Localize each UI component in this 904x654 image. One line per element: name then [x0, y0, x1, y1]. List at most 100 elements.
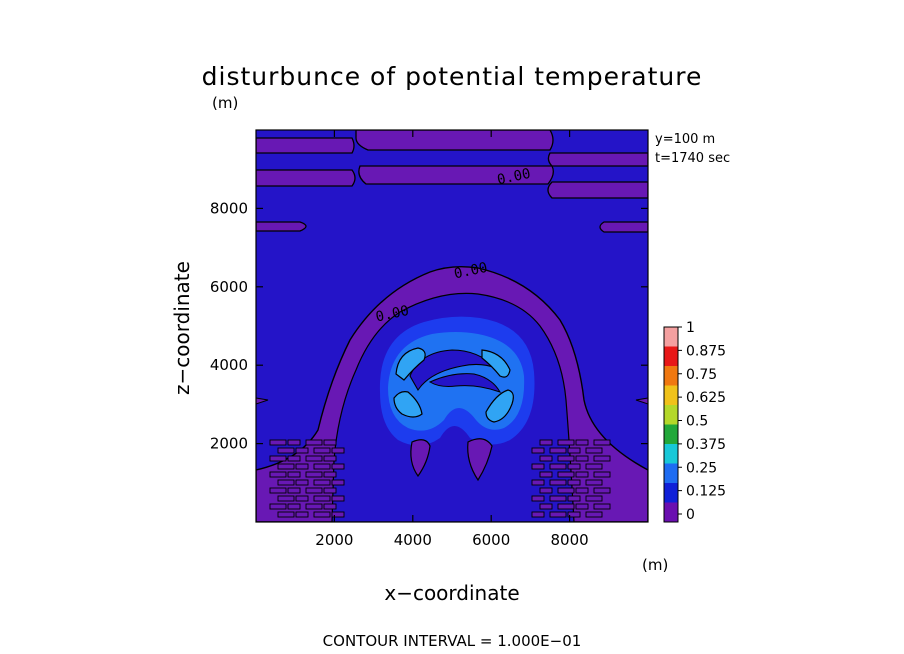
noise-cell-10 [531, 447, 545, 454]
zero-band-6 [547, 152, 648, 167]
noise-cell-52 [557, 487, 575, 494]
noise-cell-24 [593, 455, 611, 462]
zero-band-2 [256, 169, 356, 187]
noise-cell-69 [305, 503, 323, 510]
noise-cell-50 [539, 487, 553, 494]
x-unit-label: (m) [642, 556, 668, 574]
edge-notch-right [635, 397, 648, 405]
noise-cell-22 [575, 455, 589, 462]
colorbar-label-7: 0.75 [686, 367, 717, 383]
colorbar-segment-1 [664, 502, 678, 522]
y-axis-label: z−coordinate [170, 261, 194, 395]
noise-cell-36 [557, 471, 575, 478]
noise-cell-75 [295, 511, 309, 518]
noise-cell-21 [305, 455, 323, 462]
colorbar-frame [663, 326, 679, 523]
noise-cell-43 [295, 479, 309, 486]
noise-cell-7 [323, 439, 337, 446]
y-axis-ticks: 2000 4000 6000 8000 [210, 199, 648, 453]
noise-cell-15 [331, 447, 345, 454]
noise-cell-66 [539, 503, 553, 510]
bubble-inner-arc [428, 373, 502, 393]
noise-cell-40 [593, 471, 611, 478]
bubble-core-1 [395, 347, 426, 381]
contour-label-1: 0.00 [496, 166, 532, 189]
noise-cell-77 [313, 511, 331, 518]
colorbar-segment-10 [664, 327, 678, 347]
noise-cell-54 [575, 487, 589, 494]
noise-cell-6 [575, 439, 589, 446]
colorbar-segment-2 [664, 483, 678, 503]
noise-cell-27 [295, 463, 309, 470]
noise-cell-80 [585, 511, 603, 518]
noise-cell-73 [277, 511, 295, 518]
noise-cell-70 [575, 503, 589, 510]
noise-cell-35 [287, 471, 301, 478]
zero-band-4 [355, 130, 554, 151]
contour-field: 0.00 0.00 0.00 [256, 130, 648, 522]
noise-cell-14 [567, 447, 581, 454]
noise-cell-25 [277, 463, 295, 470]
noise-cell-46 [567, 479, 581, 486]
zero-band-8 [599, 221, 648, 233]
noise-cell-1 [269, 439, 287, 446]
plot-frame [255, 129, 649, 523]
noise-cell-42 [531, 479, 545, 486]
colorbar-label-6: 0.625 [686, 390, 726, 406]
colorbar-label-1: 0 [686, 507, 695, 523]
y-tick-label-4: 8000 [210, 199, 248, 217]
noise-cell-67 [287, 503, 301, 510]
noise-cell-63 [331, 495, 345, 502]
noise-cell-11 [295, 447, 309, 454]
noise-cell-4 [557, 439, 575, 446]
noise-cell-34 [539, 471, 553, 478]
colorbar-segment-8 [664, 366, 678, 386]
noise-cell-65 [269, 503, 287, 510]
noise-cell-59 [295, 495, 309, 502]
bubble-core-2 [481, 349, 511, 378]
noise-cell-9 [277, 447, 295, 454]
colorbar-label-8: 0.875 [686, 343, 726, 359]
noise-cell-41 [277, 479, 295, 486]
contour-label-3: 0.00 [374, 303, 410, 326]
bubble-core-3 [393, 391, 423, 418]
colorbar: 0 0.125 0.25 0.375 0.5 0.625 0.75 0.875 1 [663, 320, 726, 523]
colorbar-segment-5 [664, 424, 678, 444]
noise-cell-51 [287, 487, 301, 494]
noise-cell-29 [313, 463, 331, 470]
chart-title: disturbunce of potential temperature [202, 62, 703, 91]
noise-cell-48 [585, 479, 603, 486]
noise-cell-71 [323, 503, 337, 510]
noise-cell-55 [323, 487, 337, 494]
lower-drop-left [410, 439, 431, 478]
noise-cell-45 [313, 479, 331, 486]
noise-cell-28 [549, 463, 567, 470]
noise-cell-49 [269, 487, 287, 494]
zero-band-3 [256, 221, 307, 232]
noise-cell-32 [585, 463, 603, 470]
colorbar-label-5: 0.5 [686, 414, 708, 430]
noise-cell-17 [269, 455, 287, 462]
noise-cell-62 [567, 495, 581, 502]
colorbar-label-3: 0.25 [686, 460, 717, 476]
bubble-core-4 [485, 389, 514, 423]
x-axis-label: x−coordinate [384, 581, 519, 605]
noise-cell-12 [549, 447, 567, 454]
noise-cell-13 [313, 447, 331, 454]
noise-cell-56 [593, 487, 611, 494]
noise-cell-18 [539, 455, 553, 462]
noise-cell-20 [557, 455, 575, 462]
noise-cell-16 [585, 447, 603, 454]
contour-label-2: 0.00 [453, 260, 489, 283]
noise-cell-58 [531, 495, 545, 502]
noise-cell-31 [331, 463, 345, 470]
zero-band-1 [256, 137, 355, 154]
edge-notch-left [256, 397, 269, 405]
info-line-t: t=1740 sec [655, 151, 730, 166]
y-unit-label: (m) [212, 94, 238, 112]
noise-cell-44 [549, 479, 567, 486]
noise-cell-8 [593, 439, 611, 446]
noise-cell-2 [539, 439, 553, 446]
